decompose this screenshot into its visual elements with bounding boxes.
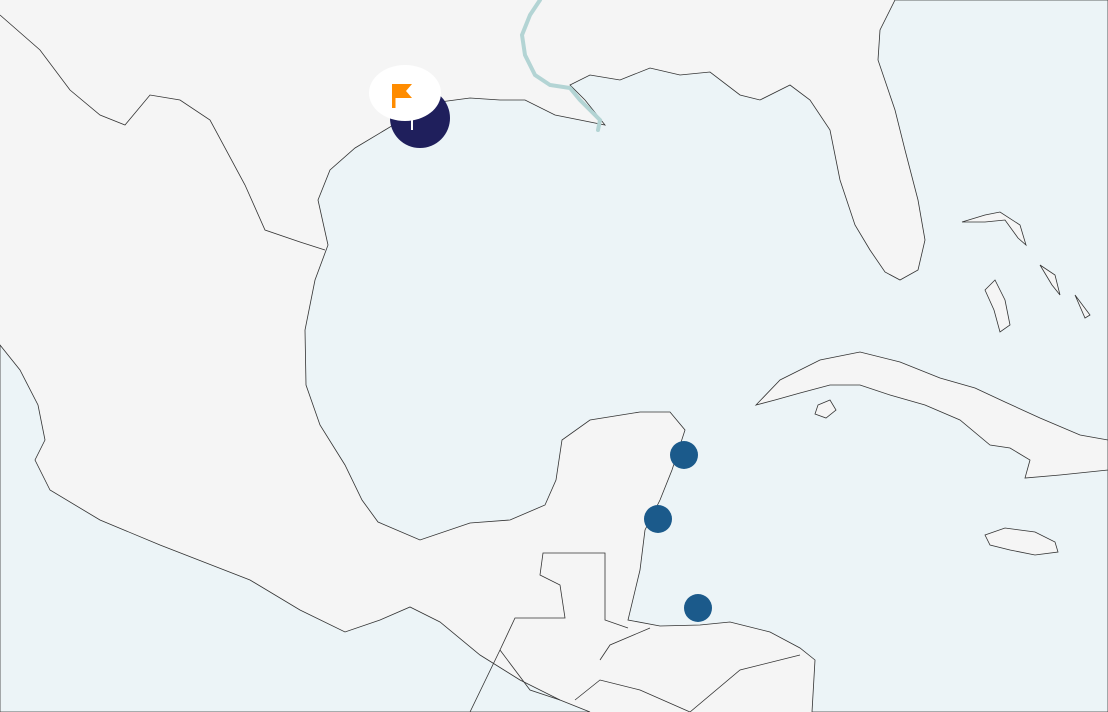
- mississippi-river: [519, 0, 603, 132]
- selected-location-marker[interactable]: [369, 65, 450, 148]
- location-marker[interactable]: [670, 441, 698, 469]
- gulf-of-mexico: [304, 0, 1108, 712]
- pacific-ocean: [0, 344, 591, 712]
- jamaica: [984, 527, 1059, 556]
- flag-icon: [392, 84, 412, 108]
- location-marker[interactable]: [644, 505, 672, 533]
- bahamas: [961, 211, 1091, 333]
- isla-de-la-juventud: [814, 399, 837, 419]
- cuba: [754, 351, 1108, 479]
- location-marker[interactable]: [684, 594, 712, 622]
- borders: [0, 14, 801, 712]
